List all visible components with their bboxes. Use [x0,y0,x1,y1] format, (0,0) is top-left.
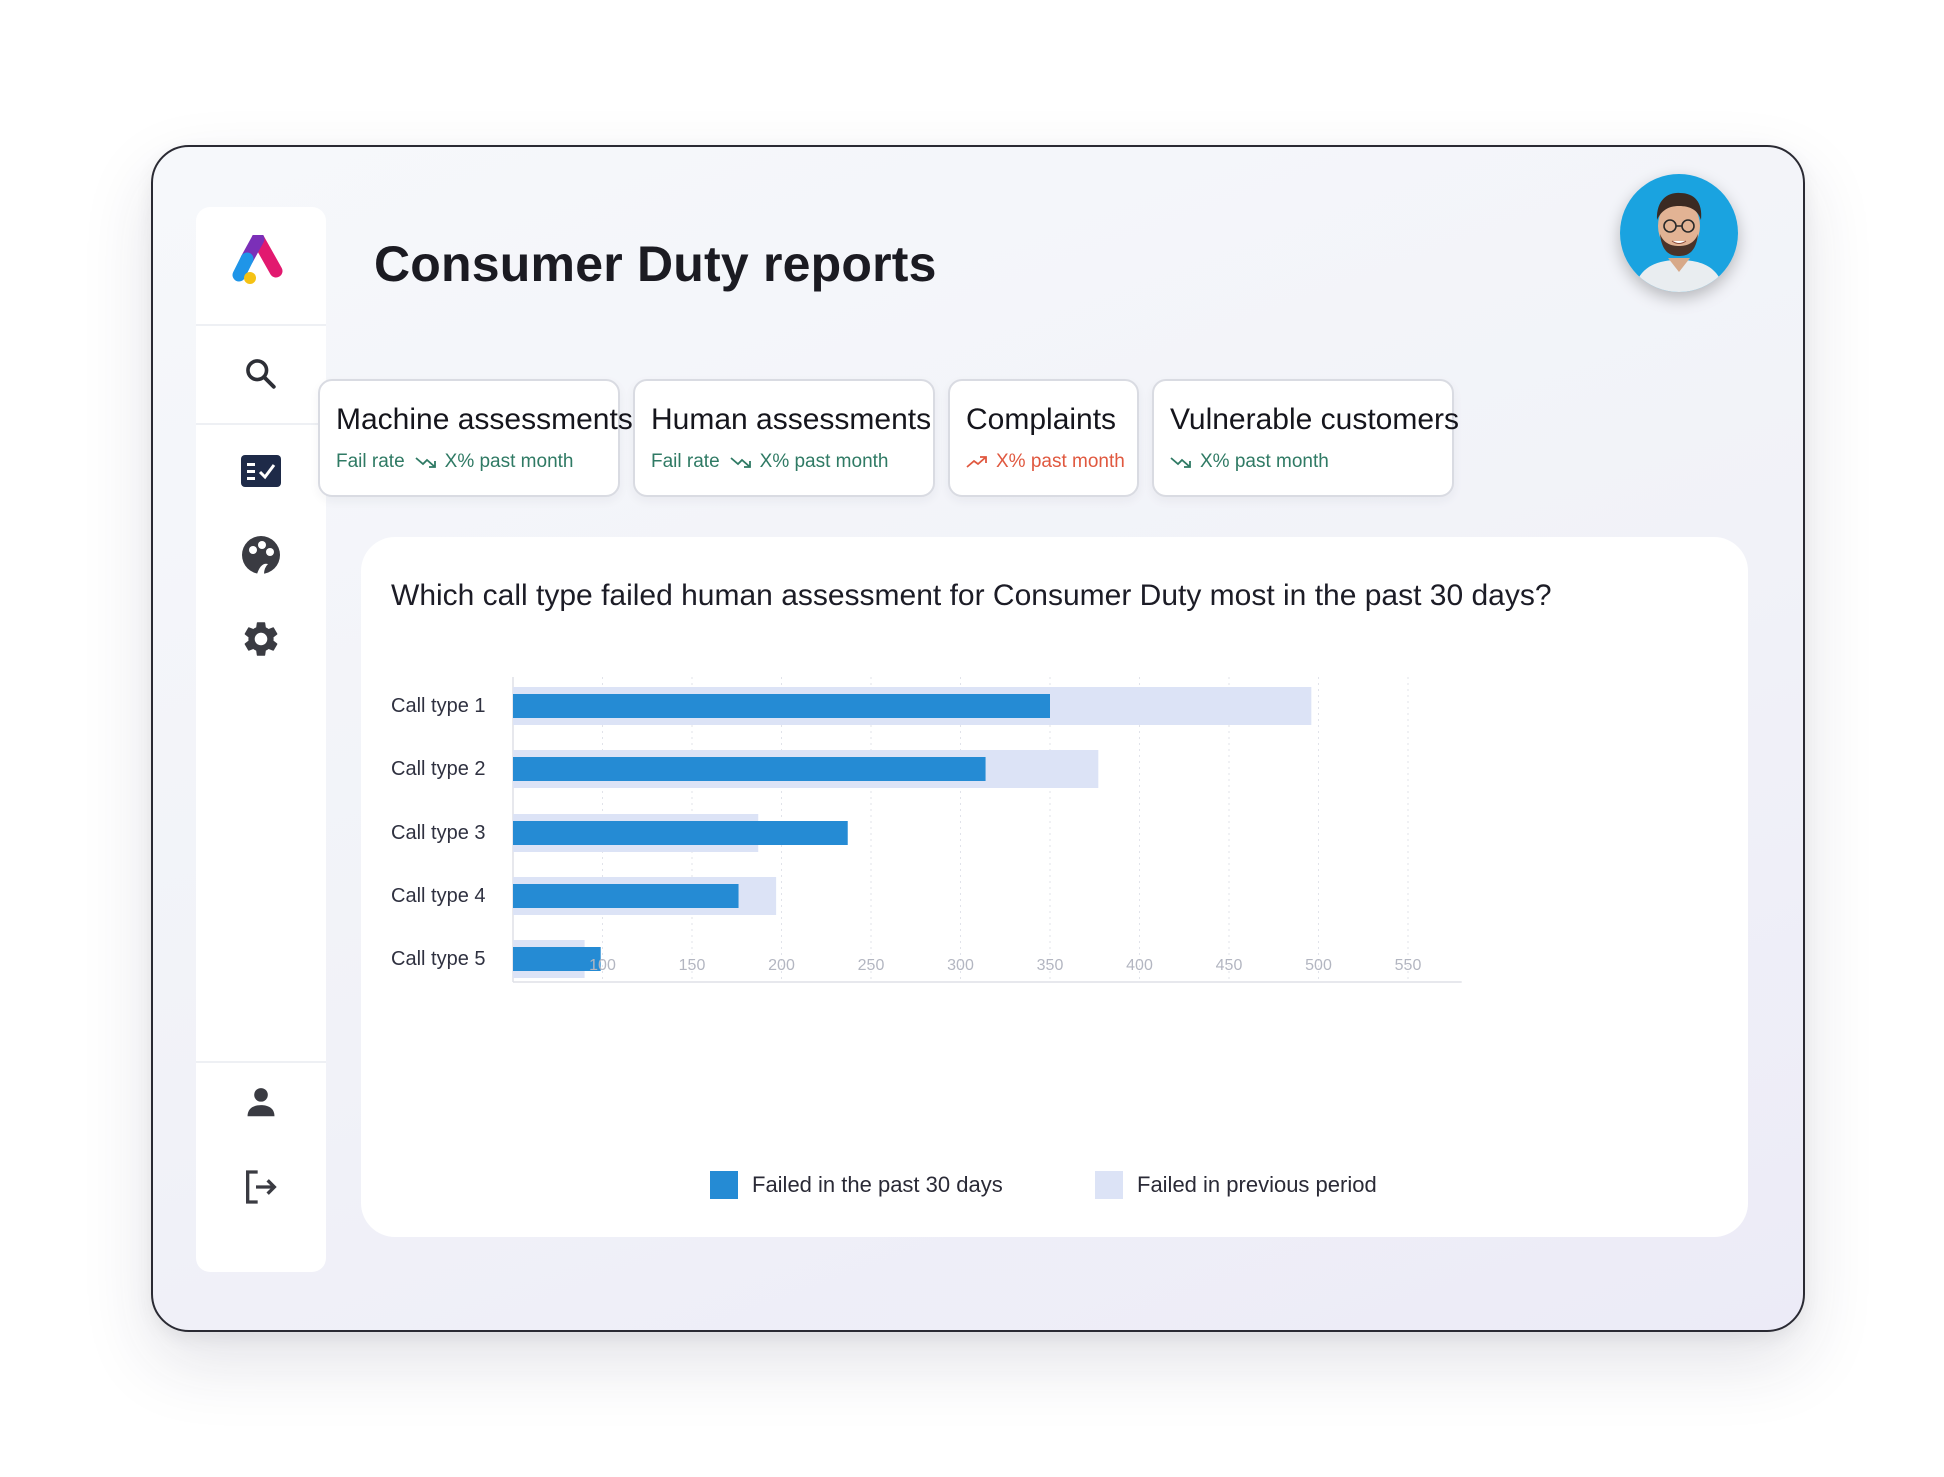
sidebar [196,207,326,1272]
category-label-5: Call type 5 [391,948,486,970]
card-metric: Fail rate X% past month [336,451,618,473]
card-title: Human assessments [651,403,932,436]
app-window: Consumer Duty reports Machine assessment… [151,145,1805,1332]
category-label-4: Call type 4 [391,885,486,907]
metric-value: X% past month [759,451,889,472]
category-label-1: Call type 1 [391,695,486,717]
metric-value: X% past month [444,451,574,472]
bar-current-3[interactable] [513,821,848,845]
card-title: Machine assessments [336,403,633,436]
sidebar-item-reports[interactable] [236,446,286,496]
metric-value: X% past month [996,451,1125,472]
trend-down-icon [1170,457,1191,468]
x-tick-label-200: 200 [768,957,795,974]
sidebar-divider [196,1061,326,1063]
metric-value: X% past month [1200,451,1329,472]
card-vulnerable-customers[interactable]: Vulnerable customers X% past month [1152,379,1460,497]
category-label-2: Call type 2 [391,758,486,780]
card-metric: X% past month [966,451,1137,473]
sidebar-item-profile[interactable] [236,1077,286,1127]
x-tick-label-450: 450 [1216,957,1243,974]
legend-item-previous: Failed in previous period [1095,1171,1377,1199]
bar-current-4[interactable] [513,884,739,908]
checklist-icon [241,455,281,487]
sidebar-item-settings[interactable] [236,614,286,664]
category-label-3: Call type 3 [391,822,486,844]
x-tick-label-500: 500 [1305,957,1332,974]
x-tick-label-550: 550 [1395,957,1422,974]
card-human-assessments[interactable]: Human assessments Fail rate X% past mont… [633,379,935,497]
legend-label-current: Failed in the past 30 days [752,1172,1003,1197]
legend-label-previous: Failed in previous period [1137,1172,1377,1197]
metric-label: Fail rate [651,451,720,472]
legend-swatch-current [710,1171,738,1199]
search-button[interactable] [236,349,286,399]
legend-item-current: Failed in the past 30 days [710,1171,1003,1199]
x-tick-label-150: 150 [679,957,706,974]
chart-question: Which call type failed human assessment … [391,579,1552,612]
bar-current-2[interactable] [513,757,986,781]
bar-chart: Call type 1 Call type 2 Call type 3 Call ty… [391,677,1462,983]
legend-swatch-previous [1095,1171,1123,1199]
avatar[interactable] [1620,174,1738,292]
palette-icon [242,536,280,574]
card-title: Vulnerable customers [1170,403,1460,436]
x-tick-label-250: 250 [858,957,885,974]
x-tick-label-100: 100 [589,957,616,974]
card-metric: X% past month [1170,451,1452,473]
card-title: Complaints [966,403,1117,436]
brand-logo [232,235,283,284]
x-tick-label-400: 400 [1126,957,1153,974]
metric-label: Fail rate [336,451,405,472]
sidebar-item-insights[interactable] [236,530,286,580]
page-title: Consumer Duty reports [374,236,937,292]
person-icon [247,1088,275,1117]
bar-current-1[interactable] [513,694,1050,718]
search-area [196,326,326,425]
card-metric: Fail rate X% past month [651,451,933,473]
logo-area [196,207,326,326]
card-machine-assessments[interactable]: Machine assessments Fail rate X% past mo… [318,379,633,497]
card-complaints[interactable]: Complaints X% past month [948,379,1139,497]
logout-icon [246,1170,277,1204]
trend-down-icon [730,457,751,468]
gear-icon [244,622,278,656]
sidebar-item-logout[interactable] [236,1162,286,1212]
x-tick-label-300: 300 [947,957,974,974]
trend-up-icon [966,456,987,468]
avatar-image [1620,174,1738,292]
x-tick-label-350: 350 [1037,957,1064,974]
trend-down-icon [415,457,436,468]
chart-card: Which call type failed human assessment … [361,537,1748,1237]
bar-current-5[interactable] [513,947,601,971]
search-icon [246,359,276,389]
